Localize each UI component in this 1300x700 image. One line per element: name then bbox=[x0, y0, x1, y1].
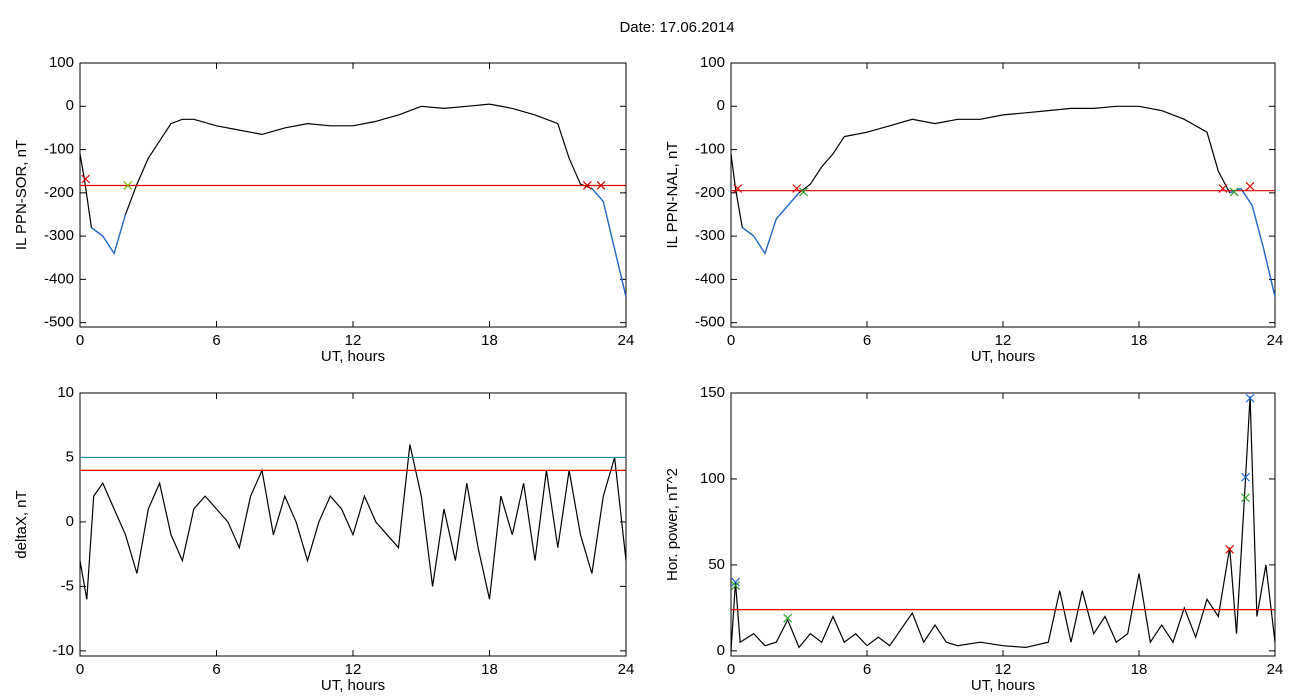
data-line bbox=[741, 187, 1276, 297]
figure-title: Date: 17.06.2014 bbox=[619, 19, 734, 36]
y-tick-label: 100 bbox=[700, 54, 725, 71]
cross-marker bbox=[792, 184, 802, 193]
y-tick-label: -500 bbox=[44, 314, 74, 331]
plot-frame bbox=[79, 392, 627, 657]
cross-marker bbox=[1218, 184, 1228, 193]
cross-marker bbox=[1225, 545, 1235, 554]
cross-marker bbox=[1241, 472, 1250, 482]
y-tick-label: 0 bbox=[717, 97, 725, 114]
cross-marker bbox=[783, 613, 793, 623]
cross-marker bbox=[81, 174, 91, 184]
x-tick-label: 24 bbox=[1267, 332, 1284, 349]
x-tick-label: 24 bbox=[618, 661, 635, 678]
x-tick-label: 6 bbox=[863, 661, 871, 678]
data-line bbox=[730, 396, 1276, 651]
x-tick-label: 0 bbox=[76, 661, 84, 678]
y-axis-label: IL PPN-NAL, nT bbox=[664, 142, 681, 249]
y-tick-label: 150 bbox=[700, 384, 725, 401]
x-tick-label: 0 bbox=[727, 661, 735, 678]
y-tick-label: -300 bbox=[695, 227, 725, 244]
cross-marker bbox=[731, 581, 740, 590]
x-tick-label: 12 bbox=[995, 661, 1012, 678]
cross-marker bbox=[123, 181, 133, 190]
x-tick-label: 24 bbox=[618, 332, 635, 349]
x-tick-label: 6 bbox=[212, 332, 220, 349]
y-tick-label: -300 bbox=[44, 227, 74, 244]
y-tick-label: -200 bbox=[44, 184, 74, 201]
cross-marker bbox=[733, 184, 743, 193]
y-tick-label: -500 bbox=[695, 314, 725, 331]
x-tick-label: 18 bbox=[481, 332, 498, 349]
y-axis-label: Hor. power, nT^2 bbox=[664, 468, 681, 581]
y-tick-label: 0 bbox=[66, 513, 74, 530]
x-tick-label: 6 bbox=[212, 661, 220, 678]
x-axis-label: UT, hours bbox=[321, 348, 385, 365]
x-tick-label: 18 bbox=[481, 661, 498, 678]
x-tick-label: 0 bbox=[727, 332, 735, 349]
cross-marker bbox=[799, 187, 808, 197]
y-tick-label: -10 bbox=[52, 642, 74, 659]
cross-marker bbox=[1245, 393, 1255, 403]
cross-marker bbox=[596, 181, 606, 190]
x-tick-label: 12 bbox=[995, 332, 1012, 349]
data-line bbox=[91, 188, 627, 297]
x-tick-label: 18 bbox=[1131, 661, 1148, 678]
data-line bbox=[79, 444, 627, 600]
cross-marker bbox=[1245, 181, 1255, 191]
x-axis-label: UT, hours bbox=[971, 348, 1035, 365]
y-tick-label: 10 bbox=[57, 384, 74, 401]
x-tick-label: 18 bbox=[1131, 332, 1148, 349]
x-tick-label: 0 bbox=[76, 332, 84, 349]
cross-marker bbox=[582, 181, 592, 190]
y-axis-label: deltaX, nT bbox=[13, 490, 30, 558]
y-tick-label: 5 bbox=[66, 448, 74, 465]
x-axis-label: UT, hours bbox=[321, 677, 385, 694]
y-tick-label: -200 bbox=[695, 184, 725, 201]
y-tick-label: -400 bbox=[44, 270, 74, 287]
x-tick-label: 12 bbox=[345, 661, 362, 678]
x-axis-label: UT, hours bbox=[971, 677, 1035, 694]
y-tick-label: -100 bbox=[695, 141, 725, 158]
y-tick-label: -100 bbox=[44, 141, 74, 158]
y-tick-label: -400 bbox=[695, 270, 725, 287]
y-tick-label: 100 bbox=[700, 470, 725, 487]
cross-marker bbox=[731, 577, 740, 587]
plot-frame bbox=[730, 392, 1276, 657]
y-tick-label: -5 bbox=[61, 577, 74, 594]
plot-frame bbox=[730, 62, 1276, 328]
x-tick-label: 6 bbox=[863, 332, 871, 349]
data-line bbox=[79, 103, 627, 297]
y-tick-label: 0 bbox=[66, 97, 74, 114]
plot-frame bbox=[79, 62, 627, 328]
cross-marker bbox=[1229, 187, 1239, 197]
data-line bbox=[730, 105, 1276, 297]
y-axis-label: IL PPN-SOR, nT bbox=[13, 140, 30, 250]
x-tick-label: 24 bbox=[1267, 661, 1284, 678]
y-tick-label: 50 bbox=[708, 556, 725, 573]
y-tick-label: 100 bbox=[49, 54, 74, 71]
x-tick-label: 12 bbox=[345, 332, 362, 349]
cross-marker bbox=[1241, 493, 1250, 503]
y-tick-label: 0 bbox=[717, 642, 725, 659]
